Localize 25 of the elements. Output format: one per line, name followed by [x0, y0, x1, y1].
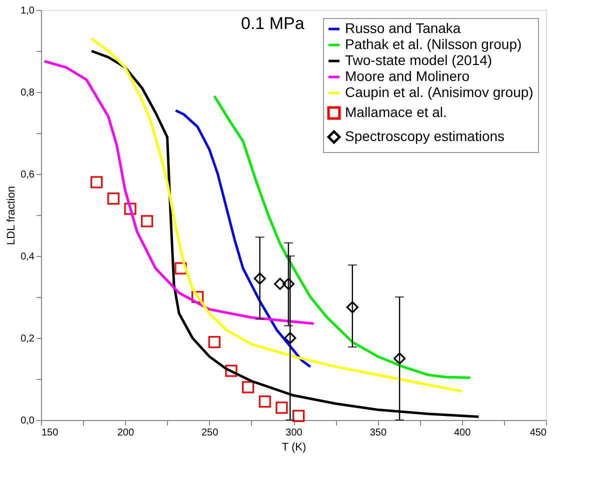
- y-tick-label: 0,6: [20, 170, 35, 180]
- legend-label: Russo and Tanaka: [345, 20, 461, 36]
- line-series: [174, 109, 312, 368]
- line-series: [43, 60, 315, 325]
- legend-label: Spectroscopy estimations: [345, 128, 505, 144]
- legend-label: Pathak et al. (Nilsson group): [345, 36, 522, 52]
- x-tick-label: 200: [117, 428, 134, 438]
- y-tick-label: 0,2: [20, 334, 35, 344]
- y-tick-label: 0,0: [20, 416, 35, 426]
- x-tick-label: 150: [42, 428, 59, 438]
- x-tick-label: 250: [201, 428, 219, 438]
- x-tick-label: 400: [454, 428, 472, 438]
- annotation: 0.1 MPa: [241, 14, 305, 33]
- y-axis-title: LDL fraction: [6, 186, 18, 245]
- x-axis-title: T (K): [282, 442, 306, 454]
- x-tick-label: 350: [370, 428, 387, 438]
- y-tick-label: 0,4: [20, 252, 35, 262]
- y-tick-label: 1,0: [20, 6, 35, 16]
- legend-label: Two-state model (2014): [345, 52, 492, 68]
- y-tick-label: 0,8: [20, 88, 35, 98]
- legend-label: Caupin et al. (Anisimov group): [345, 84, 534, 100]
- x-tick-label: 450: [530, 428, 547, 438]
- legend-label: Moore and Molinero: [345, 68, 470, 84]
- x-tick-label: 300: [286, 428, 303, 438]
- legend-label: Mallamace et al.: [345, 104, 447, 120]
